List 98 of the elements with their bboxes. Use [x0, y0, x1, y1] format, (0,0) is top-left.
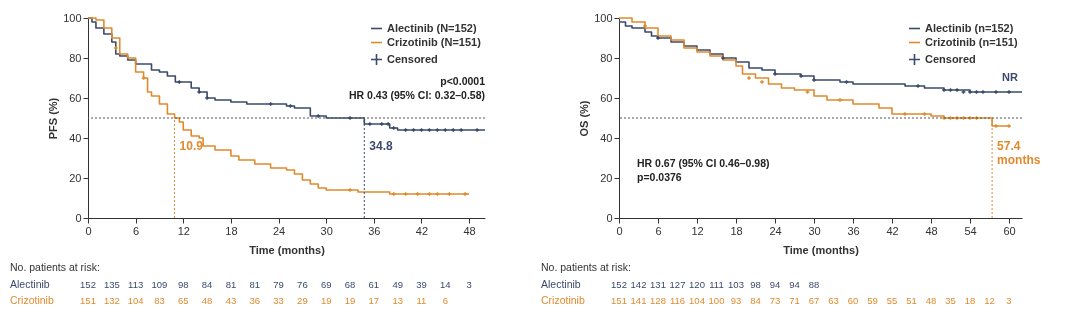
x-tick-label: 0: [616, 224, 623, 237]
point: [447, 192, 452, 196]
point: [1007, 124, 1011, 128]
x-tick-label: 54: [964, 224, 977, 237]
text: 152 135 113 109 98 84 81 81 79 76 69 68 61 49 39 14 3: [80, 279, 472, 290]
point: [177, 80, 182, 84]
text: Crizotinib: [541, 294, 585, 306]
point: [916, 84, 920, 88]
ref-line-label: 57.4 months: [997, 139, 1041, 167]
text: 152 142 131 127 120 111 103 98 94 94 88: [611, 279, 820, 290]
annotation: p<0.0001: [440, 75, 486, 87]
point: [994, 90, 998, 94]
point: [747, 76, 751, 80]
y-axis-title: OS (%): [578, 100, 591, 137]
point: [197, 90, 202, 94]
point: [838, 98, 842, 102]
legend-label: Censored: [925, 52, 976, 65]
x-tick-label: 12: [691, 224, 704, 237]
point: [994, 124, 998, 128]
y-tick-label: 100: [594, 11, 613, 24]
point: [435, 192, 440, 196]
point: [451, 128, 456, 132]
x-axis-title: Time (months): [249, 243, 326, 256]
point: [903, 112, 907, 116]
point: [463, 192, 468, 196]
x-tick-label: 24: [272, 224, 286, 237]
legend-label: Alectinib (n=152): [925, 21, 1014, 34]
text: Alectinib: [10, 278, 50, 290]
point: [443, 128, 448, 132]
legend-label: Censored: [387, 52, 438, 65]
text: Crizotinib: [10, 294, 54, 306]
y-tick-label: 60: [69, 91, 82, 104]
text: Alectinib: [541, 278, 581, 290]
x-tick-label: 36: [847, 224, 860, 237]
legend-label: Alectinib (N=152): [387, 21, 477, 34]
y-tick-label: 80: [600, 51, 613, 64]
point: [386, 122, 390, 126]
point: [379, 122, 384, 126]
point: [1007, 90, 1011, 94]
point: [773, 72, 777, 76]
point: [113, 46, 118, 50]
y-tick-label: 20: [600, 171, 613, 184]
x-tick-label: 60: [1003, 224, 1016, 237]
point: [643, 24, 647, 28]
y-tick-label: 40: [600, 131, 613, 144]
x-tick-label: 36: [368, 224, 381, 237]
y-tick-label: 0: [606, 211, 613, 224]
x-tick-label: 48: [925, 224, 938, 237]
annotation: HR 0.67 (95% CI 0.46–0.98): [637, 157, 770, 169]
annotation: HR 0.43 (95% CI: 0.32–0.58): [349, 89, 485, 101]
point: [391, 192, 396, 196]
x-tick-label: 6: [133, 224, 140, 237]
y-tick-label: 20: [69, 171, 82, 184]
point: [435, 128, 440, 132]
annotation: p=0.0376: [637, 171, 682, 183]
point: [812, 78, 816, 82]
x-tick-label: 48: [463, 224, 476, 237]
y-tick-label: 40: [69, 131, 82, 144]
point: [348, 188, 352, 192]
point: [459, 128, 464, 132]
point: [760, 80, 764, 84]
y-tick-label: 100: [63, 11, 82, 24]
x-tick-label: 30: [320, 224, 333, 237]
point: [368, 122, 372, 126]
text: No. patients at risk:: [10, 261, 100, 273]
point: [981, 90, 985, 94]
x-tick-label: 42: [415, 224, 429, 237]
text: 151 141 128 116 104 100 93 84 73 71 67 63 60 59 55 51 48 35 18 12 3: [611, 295, 1012, 306]
x-tick-label: 6: [655, 224, 662, 237]
x-tick-label: 42: [886, 224, 899, 237]
y-tick-label: 80: [69, 51, 82, 64]
text: No. patients at risk:: [541, 261, 631, 273]
point: [799, 74, 803, 78]
point: [316, 114, 321, 118]
annotation: NR: [1002, 71, 1019, 83]
ref-line-label: 10.9: [179, 139, 204, 153]
x-tick-label: 24: [769, 224, 782, 237]
legend-label: Crizotinib (N=151): [387, 35, 482, 48]
x-tick-label: 12: [177, 224, 190, 237]
text: 151 132 104 83 65 48 43 36 33 29 19 19 17 13 11 6: [80, 295, 448, 306]
x-tick-label: 18: [225, 224, 238, 237]
y-axis-title: PFS (%): [47, 97, 60, 140]
point: [475, 128, 479, 132]
point: [656, 36, 660, 40]
y-tick-label: 60: [600, 91, 613, 104]
legend-label: Crizotinib (n=151): [925, 35, 1018, 48]
point: [955, 88, 959, 92]
y-tick-label: 0: [75, 211, 82, 224]
point: [205, 96, 209, 100]
x-axis-title: Time (months): [783, 243, 860, 256]
ref-line-label: 34.8: [369, 139, 393, 153]
point: [721, 56, 725, 60]
point: [942, 88, 946, 92]
x-tick-label: 0: [85, 224, 92, 237]
x-tick-label: 30: [808, 224, 821, 237]
point: [391, 126, 396, 130]
x-tick-label: 18: [730, 224, 743, 237]
point: [968, 90, 972, 94]
